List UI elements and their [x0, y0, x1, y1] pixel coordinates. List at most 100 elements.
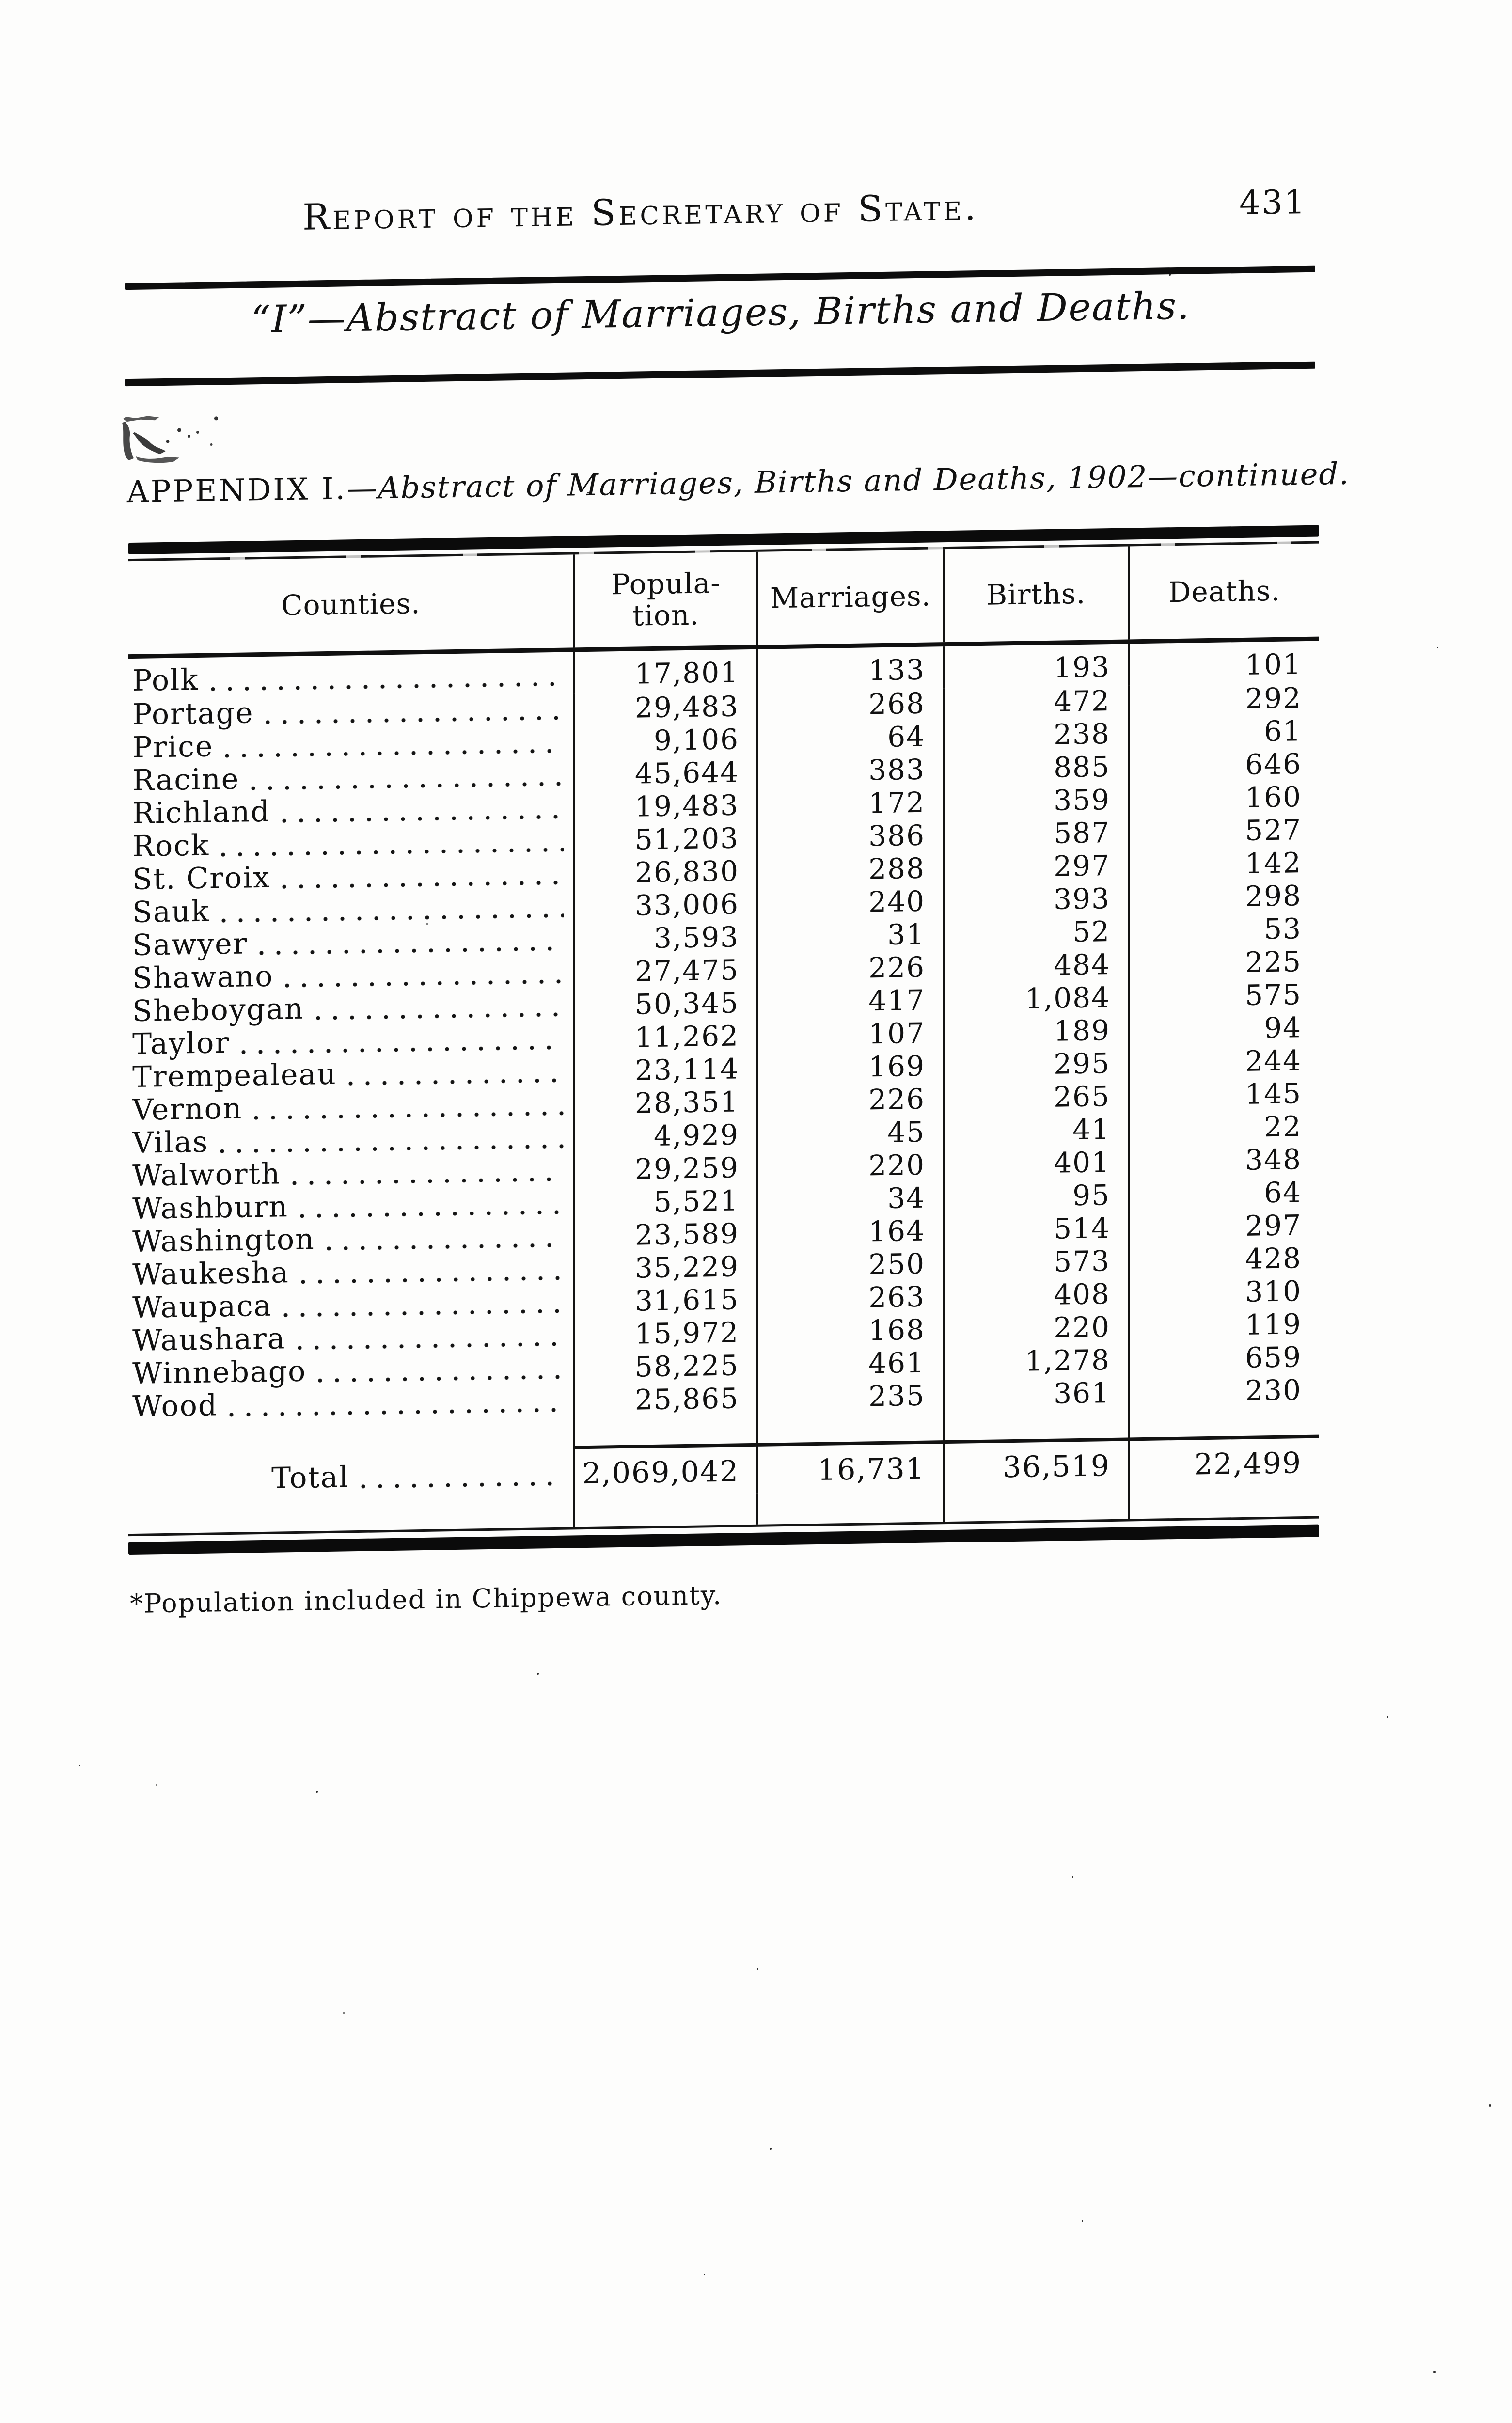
county-name: Richland	[132, 794, 270, 831]
births-value: 189	[943, 1014, 1128, 1052]
dot-leader	[225, 748, 564, 758]
marriages-value: 383	[756, 753, 943, 791]
dot-leader	[241, 1045, 564, 1054]
total-deaths-value: 22,499	[1128, 1434, 1319, 1488]
column-header-population: Popula- tion.	[573, 551, 756, 648]
births-value: 297	[943, 849, 1128, 887]
spacer-cell	[756, 1491, 943, 1525]
deaths-value: 119	[1128, 1307, 1319, 1346]
population-value: 33,006	[573, 887, 756, 926]
population-value: 58,225	[573, 1349, 756, 1387]
county-cell: Polk	[128, 652, 573, 700]
total-label-cell: Total	[128, 1446, 573, 1503]
county-name: Washburn	[132, 1190, 289, 1226]
births-value: 359	[943, 783, 1128, 821]
marriages-value: 169	[756, 1050, 943, 1087]
data-table: Counties. Popula- tion. Marriages. Birth…	[128, 525, 1319, 1555]
county-name: Portage	[132, 696, 254, 732]
dot-leader	[300, 1275, 564, 1284]
column-header-births: Births.	[943, 546, 1128, 643]
paper-speck	[1169, 274, 1171, 276]
population-value: 3,593	[573, 920, 756, 959]
population-value: 50,345	[573, 986, 756, 1024]
county-name: Trempealeau	[132, 1057, 337, 1094]
marriages-value: 133	[756, 646, 943, 691]
paper-speck	[587, 492, 589, 493]
population-value: 23,114	[573, 1052, 756, 1090]
population-value: 19,483	[573, 788, 756, 827]
deaths-value: 160	[1128, 780, 1319, 818]
births-value: 1,084	[943, 981, 1128, 1019]
county-name: Taylor	[132, 1025, 230, 1061]
births-value: 95	[943, 1179, 1128, 1217]
spacer-cell	[128, 1496, 573, 1534]
population-value: 25,865	[573, 1382, 756, 1420]
deaths-value: 244	[1128, 1044, 1319, 1082]
county-name: Vilas	[132, 1125, 209, 1160]
county-name: Sawyer	[132, 927, 248, 962]
county-name: Walworth	[132, 1157, 281, 1193]
deaths-value: 297	[1128, 1209, 1319, 1247]
marriages-value: 235	[756, 1379, 943, 1417]
section-title: “I”—Abstract of Marriages, Births and De…	[251, 284, 1190, 342]
county-name: Wood	[132, 1388, 218, 1424]
deaths-value: 659	[1128, 1340, 1319, 1379]
paper-speck	[770, 2148, 772, 2150]
births-value: 193	[943, 644, 1128, 689]
dot-leader	[210, 681, 564, 692]
deaths-value: 53	[1128, 912, 1319, 950]
births-value: 408	[943, 1277, 1128, 1316]
dot-leader	[254, 1111, 564, 1120]
dot-leader	[361, 1481, 564, 1489]
births-value: 52	[943, 915, 1128, 953]
county-name: Racine	[132, 762, 240, 798]
dot-leader	[315, 1012, 564, 1021]
births-value: 587	[943, 816, 1128, 854]
paper-speck	[156, 1784, 158, 1786]
population-value: 11,262	[573, 1019, 756, 1057]
paper-speck	[1437, 647, 1438, 648]
deaths-value: 230	[1128, 1373, 1319, 1412]
county-name: Winnebago	[132, 1354, 307, 1391]
county-name: Waukesha	[132, 1256, 289, 1292]
county-name: Sauk	[132, 894, 210, 929]
county-name: Sheboygan	[132, 991, 304, 1028]
deaths-value: 310	[1128, 1274, 1319, 1313]
dot-leader	[251, 781, 564, 791]
births-value: 472	[943, 684, 1128, 723]
deaths-value: 646	[1128, 747, 1319, 786]
births-value: 238	[943, 717, 1128, 755]
population-value: 29,259	[573, 1151, 756, 1189]
marriages-value: 45	[756, 1116, 943, 1153]
paper-speck	[1433, 2371, 1436, 2373]
county-name: Vernon	[132, 1091, 243, 1127]
marriages-value: 288	[756, 852, 943, 890]
births-value: 41	[943, 1113, 1128, 1151]
marriages-value: 164	[756, 1214, 943, 1252]
dot-leader	[348, 1078, 564, 1086]
births-value: 885	[943, 750, 1128, 788]
paper-speck	[1082, 2220, 1083, 2222]
deaths-value: 142	[1128, 846, 1319, 884]
population-value: 5,521	[573, 1184, 756, 1222]
paper-speck	[316, 1791, 318, 1793]
marriages-value: 417	[756, 984, 943, 1022]
column-header-marriages: Marriages.	[756, 549, 943, 645]
marriages-value: 240	[756, 885, 943, 923]
population-value: 26,830	[573, 854, 756, 893]
total-births-value: 36,519	[943, 1437, 1128, 1491]
dot-leader	[221, 913, 564, 923]
births-value: 361	[943, 1376, 1128, 1415]
births-value: 484	[943, 948, 1128, 986]
dot-leader	[282, 880, 564, 889]
births-value: 573	[943, 1244, 1128, 1283]
dot-leader	[297, 1341, 564, 1350]
ink-stamp	[122, 416, 218, 463]
deaths-value: 101	[1128, 641, 1319, 686]
paper-speck	[1387, 1716, 1388, 1718]
paper-speck	[343, 2012, 345, 2014]
births-value: 265	[943, 1080, 1128, 1118]
dot-leader	[220, 1144, 564, 1154]
population-value: 9,106	[573, 723, 756, 761]
paper-speck	[1072, 1876, 1073, 1878]
